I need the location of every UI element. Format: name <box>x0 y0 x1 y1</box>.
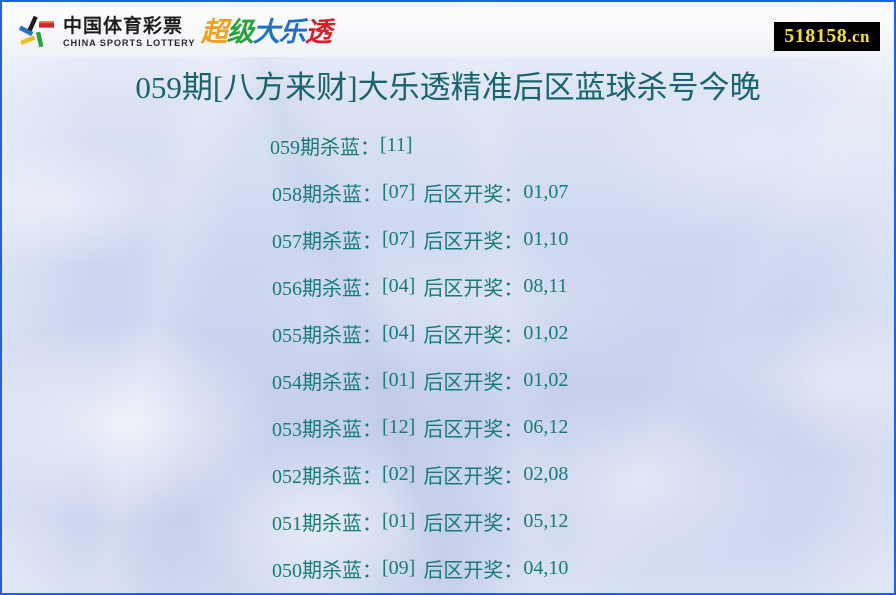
product-char-1: 超 <box>200 16 228 47</box>
list-item: 053期杀蓝： [12] 后区开奖： 06,12 <box>2 404 894 451</box>
brand-name-en: CHINA SPORTS LOTTERY <box>63 37 196 48</box>
row-draw-numbers: 01,07 <box>523 181 569 203</box>
list-item: 054期杀蓝： [01] 后区开奖： 01,02 <box>2 357 894 404</box>
row-draw-numbers: 05,12 <box>523 510 569 532</box>
site-domain-tld: .cn <box>847 27 870 46</box>
row-draw-label: 后区开奖： <box>423 325 524 347</box>
row-draw-numbers: 01,10 <box>523 228 569 250</box>
site-watermark-badge: 518158.cn <box>774 22 880 51</box>
brand-lockup[interactable]: 中国体育彩票 CHINA SPORTS LOTTERY 超级大乐透 <box>18 15 332 49</box>
list-item: 058期杀蓝： [07] 后区开奖： 01,07 <box>2 169 894 216</box>
site-header: 中国体育彩票 CHINA SPORTS LOTTERY 超级大乐透 518158… <box>2 7 894 57</box>
list-item: 056期杀蓝： [04] 后区开奖： 08,11 <box>2 263 894 310</box>
row-draw-label: 后区开奖： <box>423 184 524 206</box>
row-period-label: 052期杀蓝： <box>272 466 382 488</box>
row-period-label: 057期杀蓝： <box>272 231 382 253</box>
row-period-label: 056期杀蓝： <box>272 278 382 300</box>
site-domain-name: 518158 <box>784 25 848 47</box>
product-char-4: 乐 <box>278 16 306 47</box>
row-kill-number: [01] <box>382 510 416 532</box>
row-draw-numbers: 06,12 <box>523 416 569 438</box>
list-item: 051期杀蓝： [01] 后区开奖： 05,12 <box>2 498 894 545</box>
row-period-label: 053期杀蓝： <box>272 419 382 441</box>
row-draw-label: 后区开奖： <box>423 419 524 441</box>
row-draw-numbers: 08,11 <box>523 275 568 297</box>
row-draw-label: 后区开奖： <box>423 466 524 488</box>
row-kill-number: [09] <box>382 557 416 579</box>
list-item: 059期杀蓝： [11] <box>2 122 894 169</box>
list-item: 055期杀蓝： [04] 后区开奖： 01,02 <box>2 310 894 357</box>
row-period-label: 050期杀蓝： <box>272 560 382 582</box>
china-sports-lottery-logo-icon <box>18 15 54 48</box>
row-draw-label: 后区开奖： <box>423 513 524 535</box>
brand-text-block: 中国体育彩票 CHINA SPORTS LOTTERY <box>63 15 196 48</box>
list-item: 050期杀蓝： [09] 后区开奖： 04,10 <box>2 545 894 592</box>
row-period-label: 051期杀蓝： <box>272 513 382 535</box>
row-draw-numbers: 01,02 <box>523 322 569 344</box>
row-draw-label: 后区开奖： <box>423 278 524 300</box>
row-period-label: 055期杀蓝： <box>272 325 382 347</box>
row-kill-number: [11] <box>380 134 413 156</box>
row-draw-numbers: 02,08 <box>523 463 569 485</box>
product-char-3: 大 <box>252 16 280 47</box>
row-kill-number: [04] <box>382 322 416 344</box>
row-period-label: 059期杀蓝： <box>270 137 380 159</box>
row-kill-number: [04] <box>382 275 416 297</box>
row-draw-label: 后区开奖： <box>423 231 524 253</box>
list-item: 052期杀蓝： [02] 后区开奖： 02,08 <box>2 451 894 498</box>
row-kill-number: [12] <box>382 416 416 438</box>
brand-name-cn: 中国体育彩票 <box>63 15 184 37</box>
product-name-daletou: 超级大乐透 <box>200 16 332 47</box>
row-draw-numbers: 01,02 <box>523 369 569 391</box>
row-kill-number: [07] <box>382 181 416 203</box>
forecast-list: 059期杀蓝： [11] 058期杀蓝： [07] 后区开奖： 01,07 05… <box>2 122 894 592</box>
row-draw-label: 后区开奖： <box>423 560 524 582</box>
row-kill-number: [07] <box>382 228 416 250</box>
row-draw-label: 后区开奖： <box>423 372 524 394</box>
product-char-5: 透 <box>304 16 332 47</box>
row-draw-numbers: 04,10 <box>523 557 569 579</box>
row-period-label: 058期杀蓝： <box>272 184 382 206</box>
row-period-label: 054期杀蓝： <box>272 372 382 394</box>
page-title: 059期[八方来财]大乐透精准后区蓝球杀号今晚 <box>135 70 761 105</box>
list-item: 057期杀蓝： [07] 后区开奖： 01,10 <box>2 216 894 263</box>
product-char-2: 级 <box>226 16 254 47</box>
row-kill-number: [02] <box>382 463 416 485</box>
row-kill-number: [01] <box>382 369 416 391</box>
